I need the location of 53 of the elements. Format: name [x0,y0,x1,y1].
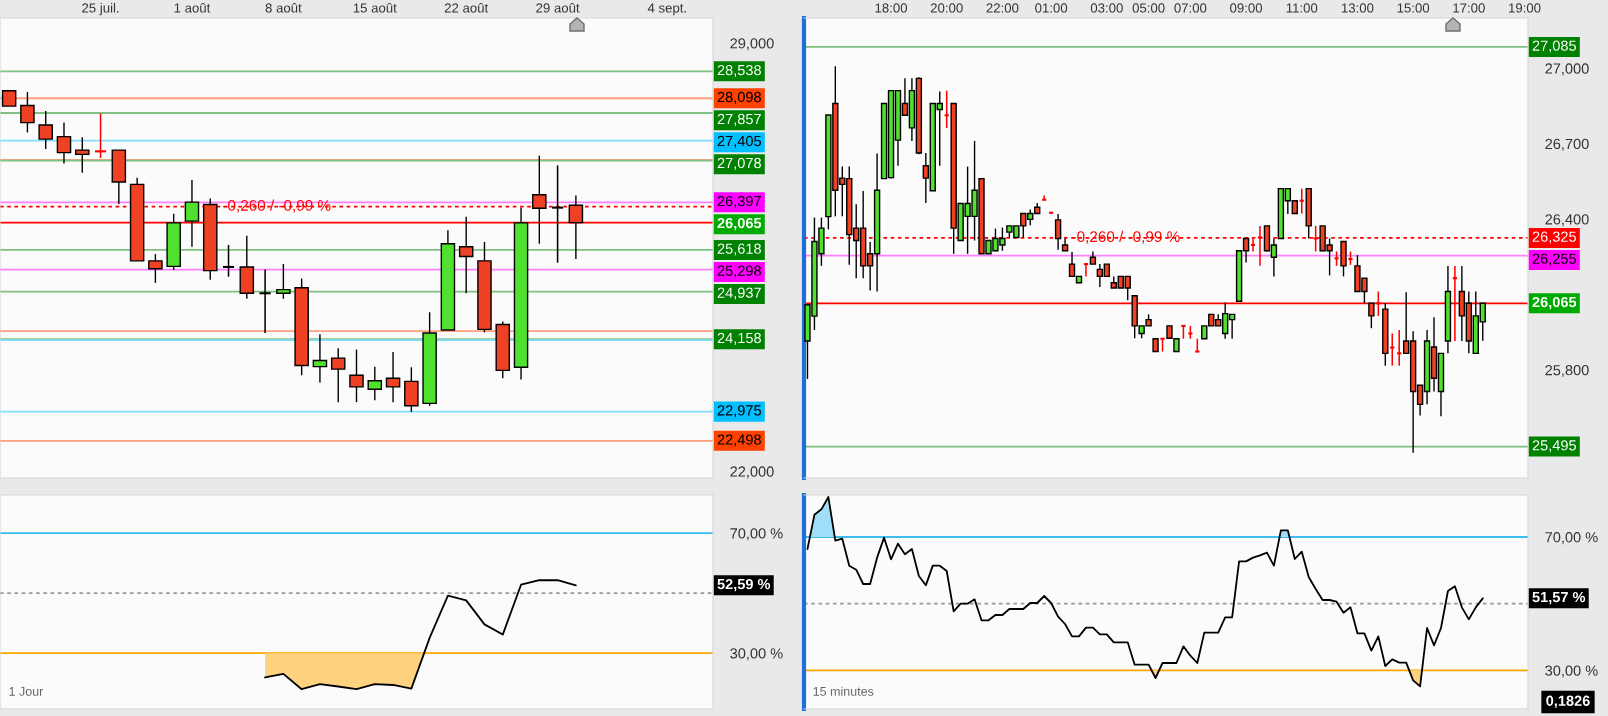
x-tick-label: 15 août [353,2,397,13]
ref-line-label: 28,538 [717,64,761,77]
ref-line-label: 26,397 [717,195,761,208]
ref-line-label: 27,078 [717,157,761,170]
y-tick-label: 30,00 % [730,648,783,661]
ref-line-label: 25,298 [717,265,761,278]
x-tick-label: 03:00 [1090,3,1123,13]
x-tick-label: 11:00 [1286,3,1318,13]
x-tick-label: 22:00 [986,3,1019,13]
ref-line-label: 24,937 [717,287,761,300]
y-tick-label: 27,000 [1545,63,1589,76]
ref-line-label: 27,085 [1532,40,1576,53]
y-tick-label: 29,000 [730,38,774,51]
x-tick-label: 19:00 [1509,3,1541,13]
ref-line-label: 26,255 [1532,253,1576,266]
y-tick-label: 70,00 % [1545,532,1598,545]
x-tick-label: 4 sept. [647,3,686,16]
x-tick-label: 20:00 [930,3,963,13]
ref-line-label: 26,325 [1532,231,1576,244]
y-tick-label: 25,800 [1545,365,1589,378]
y-tick-label: 30,00 % [1545,665,1598,678]
ref-line-label: 27,405 [717,135,761,148]
x-tick-label: 29 août [536,2,580,13]
text: 26,065 [717,217,762,231]
x-tick-label: 18:00 [875,3,908,13]
ref-line-label: 28,098 [717,91,761,104]
text: 52,59 % [717,578,771,592]
x-tick-label: 09:00 [1230,3,1263,13]
x-tick-label: 22 août [444,2,489,13]
x-tick-label: 01:00 [1035,3,1068,13]
x-tick-label: 8 août [265,2,302,13]
x-tick-label: 05:00 [1132,3,1165,13]
ref-line-label: 22,975 [717,405,761,418]
x-tick-label: 1 août [174,2,211,13]
text: 51,57 % [1532,591,1586,605]
ref-line-label: 25,495 [1532,440,1576,453]
x-tick-label: 13:00 [1341,3,1374,13]
y-tick-label: 26,400 [1545,214,1589,227]
ref-line-label: 27,857 [717,113,761,126]
x-tick-label: 25 juil. [82,2,119,16]
y-tick-label: 70,00 % [730,528,783,541]
x-tick-label: 17:00 [1453,3,1485,13]
ref-line-label: 24,158 [717,332,761,345]
annotation: 1 Jour [9,687,44,696]
y-tick-label: 22,000 [730,466,774,479]
text: 26,065 [1532,296,1577,310]
ref-line-label: 25,618 [717,243,761,256]
annotation: 15 minutes [813,686,874,696]
x-tick-label: 15:00 [1397,3,1430,13]
y-tick-label: 26,700 [1545,138,1589,151]
text: 0,1826 [1546,695,1590,709]
ref-line-label: 22,498 [717,434,761,447]
x-tick-label: 07:00 [1174,3,1207,13]
